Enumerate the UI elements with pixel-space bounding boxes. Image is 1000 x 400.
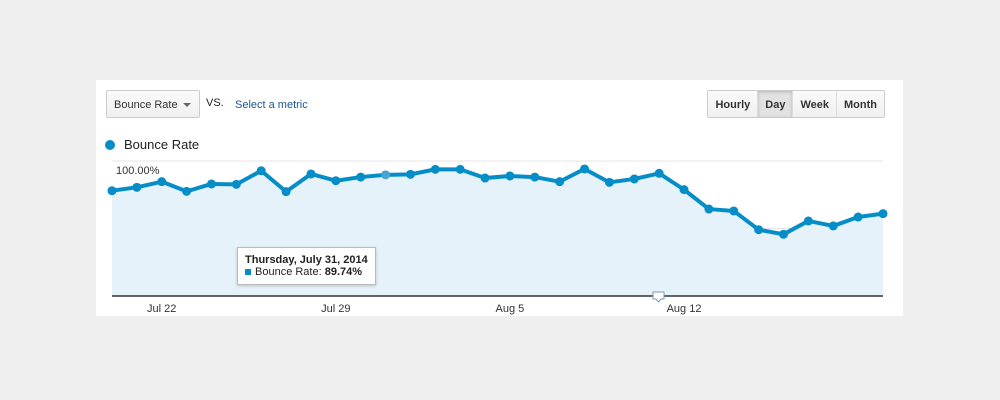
- data-point: [107, 186, 117, 196]
- data-point: [182, 186, 192, 196]
- data-point: [878, 209, 888, 219]
- day-button[interactable]: Day: [757, 91, 793, 117]
- data-point: [779, 229, 789, 239]
- tooltip: Thursday, July 31, 2014 Bounce Rate: 89.…: [237, 247, 376, 285]
- y-tick-label: 100.00%: [116, 165, 160, 177]
- data-point: [754, 225, 764, 235]
- annotation-icon[interactable]: [652, 291, 665, 303]
- data-point: [555, 177, 565, 187]
- metric-select[interactable]: Bounce Rate: [106, 90, 200, 118]
- data-point: [580, 164, 590, 174]
- hourly-button[interactable]: Hourly: [708, 91, 758, 117]
- data-point: [256, 166, 266, 176]
- legend-dot-icon: [105, 139, 115, 150]
- metric-select-value: Bounce Rate: [114, 99, 178, 111]
- data-point: [530, 172, 540, 182]
- data-point: [828, 221, 838, 231]
- vs-label: VS.: [206, 97, 224, 109]
- data-point: [853, 212, 863, 222]
- series-line: [111, 166, 884, 237]
- data-point: [430, 164, 440, 174]
- data-point: [629, 174, 639, 184]
- x-tick-label: Aug 12: [667, 303, 702, 315]
- x-tick-label: Aug 5: [496, 303, 525, 315]
- data-point: [231, 179, 241, 189]
- dropdown-arrow-icon: [183, 103, 191, 107]
- data-point: [654, 168, 664, 178]
- tooltip-label: Bounce Rate:: [255, 266, 322, 278]
- week-button[interactable]: Week: [792, 91, 837, 117]
- chart-panel: Bounce Rate VS. Select a metric Hourly D…: [96, 80, 903, 316]
- x-tick-label: Jul 29: [321, 303, 350, 315]
- data-point: [679, 185, 689, 195]
- data-point: [505, 171, 515, 181]
- data-point: [604, 177, 614, 187]
- data-point: [157, 177, 167, 187]
- data-point: [306, 169, 316, 179]
- legend: Bounce Rate: [105, 137, 199, 152]
- data-point: [381, 170, 391, 180]
- data-point: [704, 204, 714, 214]
- data-point: [455, 164, 465, 174]
- granularity-buttons: Hourly Day Week Month: [707, 90, 885, 118]
- tooltip-value: 89.74%: [324, 266, 363, 278]
- legend-label: Bounce Rate: [124, 137, 200, 152]
- data-point: [405, 169, 415, 179]
- select-metric-link[interactable]: Select a metric: [235, 99, 308, 111]
- data-point: [281, 187, 291, 197]
- tooltip-swatch: [245, 269, 251, 275]
- data-point: [480, 173, 490, 183]
- data-point: [132, 182, 142, 192]
- data-point: [331, 176, 341, 186]
- data-point: [803, 216, 813, 226]
- data-point: [729, 206, 739, 216]
- data-point: [206, 179, 216, 189]
- data-point: [356, 172, 366, 182]
- x-tick-label: Jul 22: [147, 303, 176, 315]
- month-button[interactable]: Month: [836, 91, 884, 117]
- tooltip-title: Thursday, July 31, 2014: [245, 254, 368, 266]
